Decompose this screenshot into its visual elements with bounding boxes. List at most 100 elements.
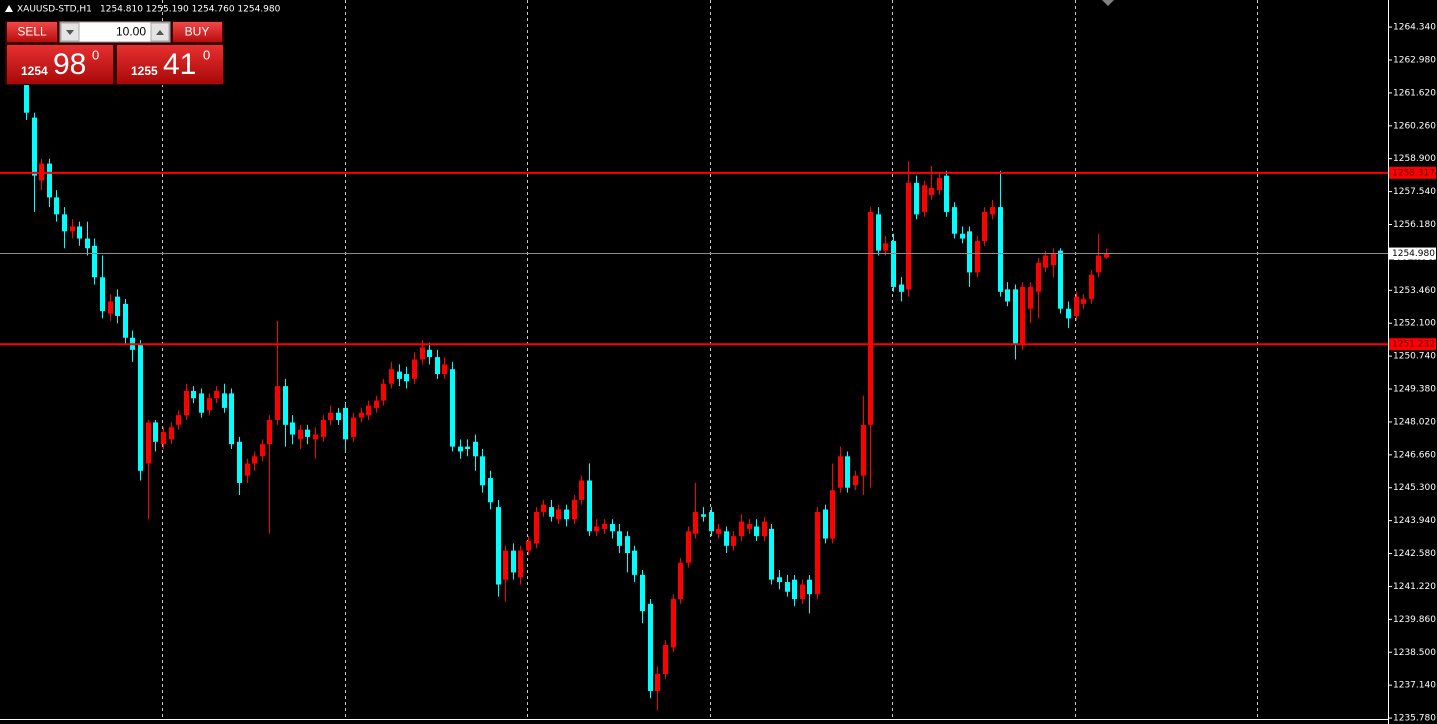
candle-body <box>412 359 417 379</box>
candle-body <box>366 405 371 416</box>
candle-body <box>24 83 29 113</box>
lot-increase-icon <box>156 30 164 35</box>
y-tick-label: 1252.100 <box>1393 319 1436 329</box>
y-tick-label: 1246.660 <box>1393 450 1436 460</box>
candle-body <box>511 550 516 573</box>
candle-body <box>602 524 607 529</box>
candle-body <box>731 536 736 546</box>
buy-button[interactable] <box>173 22 222 42</box>
candle-body <box>929 187 934 195</box>
candle-body <box>617 531 622 546</box>
y-tick-label: 1237.140 <box>1393 681 1436 691</box>
candle-body <box>861 424 866 476</box>
candle-body <box>610 524 615 532</box>
candle-body <box>442 364 447 375</box>
candle-body <box>207 398 212 411</box>
candle-body <box>389 369 394 384</box>
candle-body <box>214 390 219 399</box>
candle-body <box>458 446 463 452</box>
candle-body <box>450 369 455 447</box>
candle-body <box>754 526 759 537</box>
candle-body <box>922 185 927 212</box>
candle-body <box>267 420 272 445</box>
candle-body <box>77 226 82 239</box>
candle-body <box>1043 255 1048 268</box>
lot-input[interactable] <box>59 21 171 43</box>
ask-big-figure: 1255 <box>131 64 158 78</box>
candle-body <box>435 357 440 375</box>
candle-body <box>564 509 569 520</box>
candle-body <box>1013 289 1018 345</box>
level-label: 1251.232 <box>1392 340 1435 350</box>
candle-body <box>556 509 561 520</box>
candle-body <box>686 531 691 563</box>
candle-body <box>32 117 37 176</box>
candle-body <box>176 415 181 425</box>
candle-body <box>952 207 957 234</box>
plot-area <box>0 76 1388 711</box>
sell-button[interactable] <box>7 22 57 42</box>
candle-body <box>739 521 744 537</box>
candle-body <box>663 645 668 675</box>
candle-body <box>579 480 584 500</box>
y-tick-label: 1249.380 <box>1393 385 1436 395</box>
candle-body <box>275 386 280 420</box>
level-label-box <box>1389 338 1436 351</box>
candle-body <box>1005 289 1010 302</box>
candle-body <box>518 550 523 578</box>
candle-body <box>92 245 97 278</box>
candle-body <box>998 207 1003 292</box>
candle-body <box>138 345 143 471</box>
candle-body <box>762 521 767 537</box>
candle-body <box>313 434 318 440</box>
sell-label[interactable]: SELL <box>17 25 47 39</box>
y-tick-label: 1238.500 <box>1393 648 1436 658</box>
y-tick-label: 1256.180 <box>1393 220 1436 230</box>
candle-body <box>625 536 630 554</box>
buy-label[interactable]: BUY <box>185 25 210 39</box>
candle-body <box>830 490 835 539</box>
candle-body <box>1104 253 1109 258</box>
candle-body <box>960 233 965 239</box>
candle-body <box>305 429 310 437</box>
candle-body <box>876 214 881 251</box>
y-tick-label: 1261.620 <box>1393 88 1436 98</box>
candle-body <box>1081 299 1086 304</box>
candle-body <box>85 238 90 249</box>
candle-body <box>982 211 987 241</box>
y-tick-label: 1239.860 <box>1393 615 1436 625</box>
candle-body <box>1089 274 1094 300</box>
candle-body <box>838 456 843 488</box>
candle-body <box>937 178 942 191</box>
candle-body <box>359 412 364 418</box>
candle-body <box>785 582 790 592</box>
candle-body <box>420 347 425 360</box>
y-tick-label: 1253.460 <box>1393 286 1436 296</box>
shift-marker[interactable] <box>1102 0 1114 6</box>
candle-body <box>587 480 592 532</box>
candle-body <box>534 511 539 544</box>
candle-body <box>724 531 729 546</box>
candle-body <box>473 441 478 457</box>
level-label-box <box>1389 166 1436 179</box>
header-prices: 1254.810 1255.190 1254.760 1254.980 <box>100 5 281 15</box>
candle-body <box>777 577 782 583</box>
candle-body <box>701 514 706 517</box>
candle-body <box>222 393 227 408</box>
candle-body <box>792 579 797 600</box>
candle-body <box>975 240 980 273</box>
bid-big-figure: 1254 <box>21 64 48 78</box>
candle-body <box>146 422 151 464</box>
candle-body <box>191 390 196 399</box>
candle-body <box>381 383 386 401</box>
candle-body <box>1066 308 1071 319</box>
ask-box[interactable] <box>117 45 223 84</box>
candle-body <box>328 412 333 420</box>
symbol-header: XAUUSD-STD,H1 <box>17 5 92 15</box>
candle-body <box>260 444 265 457</box>
lot-value[interactable]: 10.00 <box>116 25 146 39</box>
candle-body <box>990 207 995 215</box>
bid-box[interactable] <box>7 45 113 84</box>
time-grid <box>162 0 1258 720</box>
